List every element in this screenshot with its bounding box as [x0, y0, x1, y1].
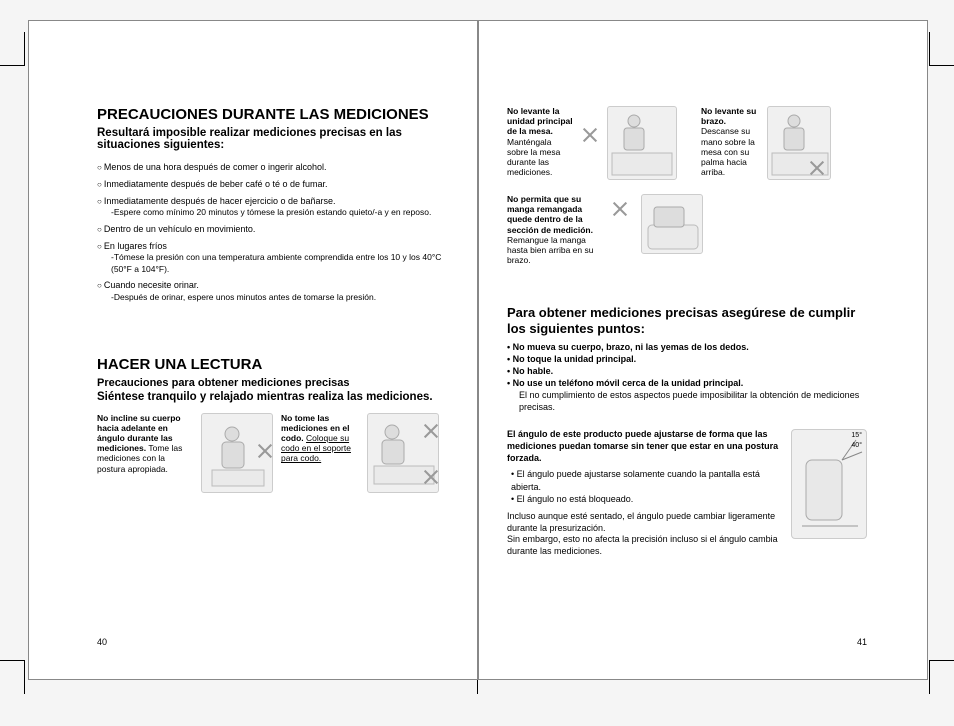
lectura-figures: No incline su cuerpo hacia adelante en á…	[97, 413, 445, 493]
fig4-illus	[767, 106, 831, 180]
precauciones-subtitle: Resultará imposible realizar mediciones …	[97, 127, 445, 151]
checklist-heading: Para obtener mediciones precisas asegúre…	[507, 305, 867, 336]
crop-tr-h	[930, 65, 954, 66]
page-40: PRECAUCIONES DURANTE LAS MEDICIONES Resu…	[28, 20, 478, 680]
fig2-illus	[367, 413, 439, 493]
fig5-caption: No permita que su manga remangada quede …	[507, 194, 605, 265]
page-number-41: 41	[857, 637, 867, 647]
fig3-caption: No levante la unidad principal de la mes…	[507, 106, 575, 180]
angle-p1-bold: El ángulo de este producto puede ajustar…	[507, 429, 778, 462]
fig1-caption: No incline su cuerpo hacia adelante en á…	[97, 413, 193, 493]
bullet-2: Inmediatamente después de beber café o t…	[97, 179, 328, 189]
lectura-sub-b: Siéntese tranquilo y relajado mientras r…	[97, 391, 445, 403]
crop-br-v	[929, 660, 930, 694]
fig2-x-icon-bot	[422, 468, 440, 486]
check-sub: El no cumplimiento de estos aspectos pue…	[519, 389, 867, 413]
angle-b1: El ángulo puede ajustarse solamente cuan…	[511, 468, 783, 492]
fig4-x-icon	[808, 159, 826, 177]
fig4-bold: No levante su brazo.	[701, 106, 756, 126]
bullet-1: Menos de una hora después de comer o ing…	[97, 162, 326, 172]
bullet-4: Dentro de un vehículo en movimiento.	[97, 224, 255, 234]
crop-br-h	[930, 660, 954, 661]
crop-tl-v	[24, 32, 25, 66]
fig3-x-icon	[581, 126, 599, 144]
bullet-3: Inmediatamente después de hacer ejercici…	[97, 196, 336, 206]
check-4: No use un teléfono móvil cerca de la uni…	[507, 377, 867, 389]
bullet-5: En lugares fríos	[97, 241, 167, 251]
lectura-sub-a: Precauciones para obtener mediciones pre…	[97, 377, 445, 389]
angle-15: 15°	[851, 432, 862, 439]
crop-tr-v	[929, 32, 930, 66]
fig2-x-icon-top	[422, 422, 440, 440]
bullet-5-sub: -Tómese la presión con una temperatura a…	[111, 252, 445, 275]
angle-40: 40°	[851, 442, 862, 449]
bullet-3-sub: -Espere como mínimo 20 minutos y tómese …	[111, 207, 445, 218]
crop-tl-h	[0, 65, 24, 66]
lectura-heading: HACER UNA LECTURA	[97, 356, 445, 373]
angle-section: El ángulo de este producto puede ajustar…	[507, 429, 867, 557]
page-number-40: 40	[97, 637, 107, 647]
fig5-plain: Remangue la manga hasta bien arriba en s…	[507, 235, 593, 265]
fig1-illus	[201, 413, 273, 493]
fig5-x-icon	[611, 200, 629, 218]
right-row-1: No levante la unidad principal de la mes…	[507, 106, 867, 180]
angle-p3: Sin embargo, esto no afecta la precisión…	[507, 534, 783, 557]
fig5-illus	[641, 194, 703, 254]
angle-p2: Incluso aunque esté sentado, el ángulo p…	[507, 511, 783, 534]
check-3: No hable.	[507, 365, 867, 377]
crop-bl-h	[0, 660, 24, 661]
fig1-x-icon	[256, 442, 274, 460]
right-row-2: No permita que su manga remangada quede …	[507, 194, 867, 265]
check-1: No mueva su cuerpo, brazo, ni las yemas …	[507, 341, 867, 353]
precauciones-list: Menos de una hora después de comer o ing…	[97, 161, 445, 304]
angle-p1: El ángulo de este producto puede ajustar…	[507, 429, 783, 464]
angle-b2: El ángulo no está bloqueado.	[511, 493, 783, 505]
check-2: No toque la unidad principal.	[507, 353, 867, 365]
bullet-6: Cuando necesite orinar.	[97, 280, 199, 290]
fig3-illus	[607, 106, 677, 180]
angle-diagram: 15° 40°	[791, 429, 867, 539]
page-41: No levante la unidad principal de la mes…	[478, 20, 928, 680]
bullet-6-sub: -Después de orinar, espere unos minutos …	[111, 292, 445, 303]
fig2-caption: No tome las mediciones en el codo. Coloq…	[281, 413, 359, 493]
precauciones-heading: PRECAUCIONES DURANTE LAS MEDICIONES	[97, 106, 445, 123]
fig3-plain: Manténgala sobre la mesa durante las med…	[507, 137, 560, 178]
fig3-bold: No levante la unidad principal de la mes…	[507, 106, 573, 136]
fig4-plain: Descanse su mano sobre la mesa con su pa…	[701, 126, 755, 177]
crop-bl-v	[24, 660, 25, 694]
checklist: No mueva su cuerpo, brazo, ni las yemas …	[507, 341, 867, 414]
fig5-bold: No permita que su manga remangada quede …	[507, 194, 593, 235]
fig4-caption: No levante su brazo. Descanse su mano so…	[701, 106, 761, 180]
